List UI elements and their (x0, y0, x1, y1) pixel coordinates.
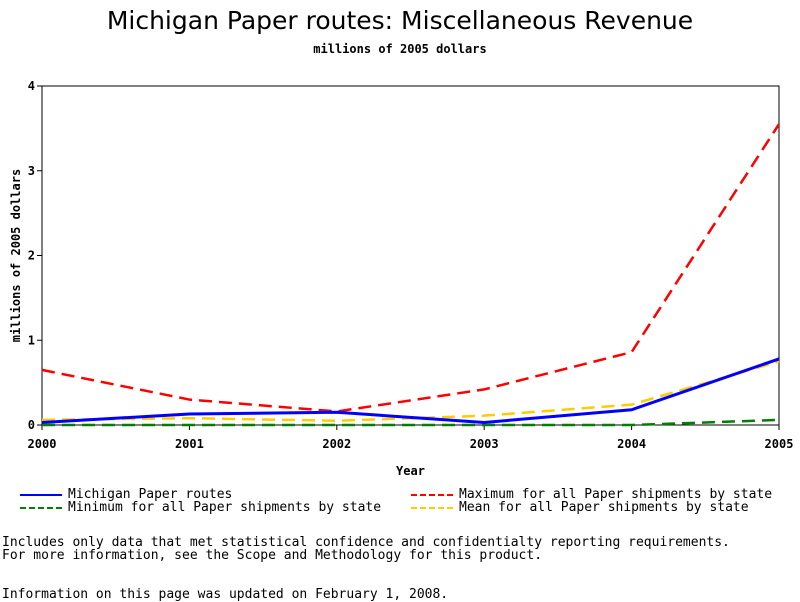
note-methodology: For more information, see the Scope and … (2, 548, 543, 563)
legend-swatch-mean (411, 506, 453, 509)
y-tick-label: 4 (28, 79, 35, 93)
legend-item-mean: Mean for all Paper shipments by state (411, 500, 749, 515)
series-line-0 (41, 357, 780, 424)
legend-item-maximum: Maximum for all Paper shipments by state (411, 487, 772, 502)
legend-swatch-maximum (411, 493, 453, 496)
note-updated: Information on this page was updated on … (2, 587, 449, 602)
y-tick-label: 0 (28, 418, 35, 432)
legend-item-michigan: Michigan Paper routes (20, 487, 232, 502)
note-confidentiality: Includes only data that met statistical … (2, 535, 730, 550)
y-tick-label: 1 (28, 333, 35, 347)
x-tick-label: 2000 (28, 437, 57, 451)
x-tick-label: 2002 (322, 437, 351, 451)
series-lines (41, 123, 781, 427)
y-axis-label: millions of 2005 dollars (9, 169, 23, 342)
series-line-1 (41, 123, 781, 413)
x-tick-label: 2001 (175, 437, 204, 451)
y-axis-ticks: 0 1 2 3 4 (28, 79, 42, 432)
plot-frame (41, 85, 780, 426)
chart-subtitle: millions of 2005 dollars (313, 42, 487, 56)
x-tick-label: 2004 (617, 437, 646, 451)
legend-label-michigan: Michigan Paper routes (68, 487, 233, 502)
y-tick-label: 2 (28, 249, 35, 263)
x-tick-label: 2005 (765, 437, 794, 451)
series-line-2 (42, 418, 780, 427)
legend-label-mean: Mean for all Paper shipments by state (459, 500, 749, 515)
x-axis-label: Year (396, 464, 425, 478)
legend-item-minimum: Minimum for all Paper shipments by state (20, 500, 381, 515)
x-axis-ticks: 2000 2001 2002 2003 2004 2005 (28, 425, 794, 451)
x-tick-label: 2003 (470, 437, 499, 451)
legend-swatch-michigan (20, 493, 62, 496)
y-tick-label: 3 (28, 164, 35, 178)
legend-label-minimum: Minimum for all Paper shipments by state (68, 500, 382, 515)
legend-label-maximum: Maximum for all Paper shipments by state (459, 487, 773, 502)
legend-swatch-minimum (20, 506, 62, 509)
chart-title: Michigan Paper routes: Miscellaneous Rev… (106, 6, 694, 35)
